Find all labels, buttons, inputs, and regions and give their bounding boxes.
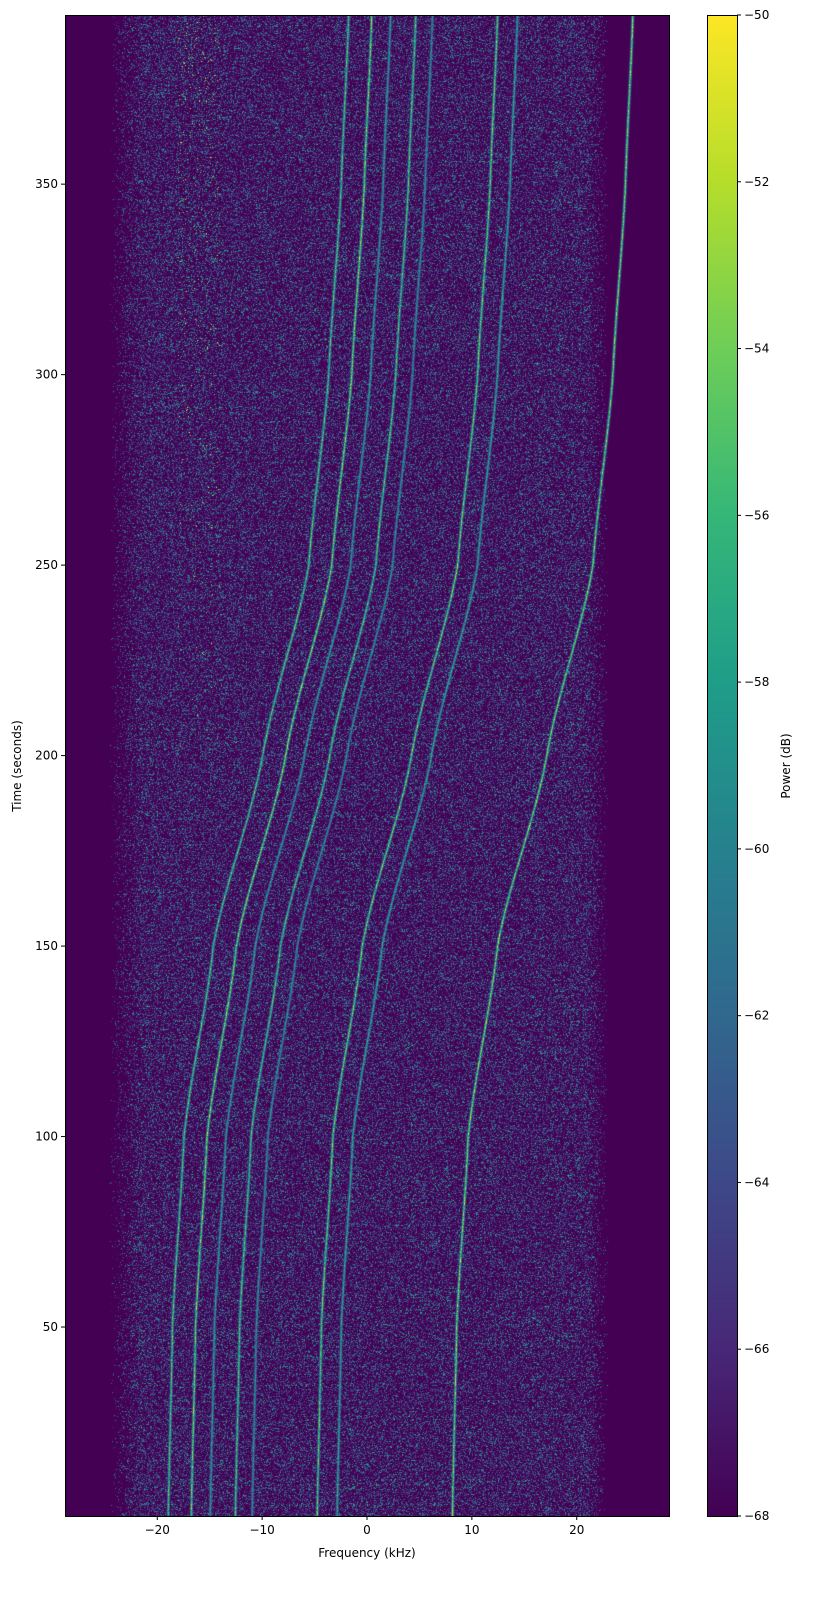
colorbar-tick-label: −64	[744, 1175, 769, 1189]
y-tick-label: 150	[35, 939, 58, 953]
colorbar-gradient	[707, 15, 737, 1516]
x-tick-label: 10	[464, 1523, 479, 1537]
colorbar-tick-label: −68	[744, 1509, 769, 1523]
x-tick-label: 0	[363, 1523, 371, 1537]
plot-frame	[65, 15, 670, 1517]
y-tick-label: 250	[35, 558, 58, 572]
colorbar-tick-label: −60	[744, 842, 769, 856]
x-tick-label: −10	[249, 1523, 274, 1537]
y-axis-label: Time (seconds)	[10, 720, 24, 813]
colorbar-tick-label: −50	[744, 8, 769, 22]
colorbar-label: Power (dB)	[779, 733, 793, 798]
x-tick-label: −20	[145, 1523, 170, 1537]
y-tick-label: 100	[35, 1130, 58, 1144]
colorbar-ticks: −68 −66 −64 −62 −60 −58 −56 −54 −52 −50	[737, 8, 769, 1523]
colorbar-tick-label: −56	[744, 508, 769, 522]
y-tick-label: 300	[35, 368, 58, 382]
x-tick-label: 20	[569, 1523, 584, 1537]
x-axis-label: Frequency (kHz)	[318, 1546, 415, 1560]
y-tick-label: 50	[43, 1320, 58, 1334]
colorbar-tick-label: −52	[744, 175, 769, 189]
colorbar-tick-label: −58	[744, 675, 769, 689]
y-tick-label: 350	[35, 177, 58, 191]
colorbar-tick-label: −66	[744, 1342, 769, 1356]
spectrogram-image	[65, 15, 669, 1516]
y-axis-ticks: 50 100 150 200 250 300 350	[35, 177, 65, 1334]
colorbar-tick-label: −62	[744, 1009, 769, 1023]
x-axis-ticks: −20 −10 0 10 20	[145, 1516, 584, 1537]
y-tick-label: 200	[35, 749, 58, 763]
colorbar-frame	[707, 15, 738, 1517]
colorbar-tick-label: −54	[744, 342, 769, 356]
